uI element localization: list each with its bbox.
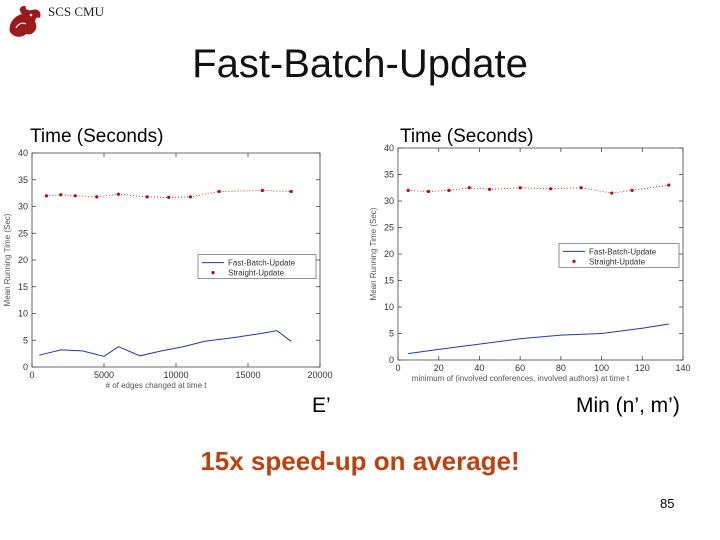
data-point-straight-update [549,187,553,191]
legend-swatch-straight [572,259,576,263]
data-point-straight-update [188,195,192,199]
x-axis-label: minimum of (involved conferences, involv… [412,374,630,383]
data-point-straight-update [610,191,614,195]
data-point-straight-update [579,186,583,190]
legend-label: Fast-Batch-Update [589,247,657,256]
chart1-slide-ylabel: Time (Seconds) [30,126,164,147]
data-point-straight-update [44,194,49,198]
data-point-straight-update [488,187,492,191]
x-tick-label: 80 [556,363,566,373]
data-point-straight-update [116,192,120,196]
legend-label: Fast-Batch-Update [228,259,296,268]
data-point-straight-update [447,188,451,192]
y-axis-label: Mean Running Time (Sec) [3,213,12,306]
data-point-straight-update [630,188,634,192]
speedup-highlight: 15x speed-up on average! [200,446,520,476]
data-point-straight-update [73,194,77,198]
x-tick-label: 0 [29,370,34,380]
y-tick-label: 15 [18,282,28,292]
series-line-straight-update [408,184,669,194]
x-tick-label: 60 [515,363,525,373]
x-axis-label: # of edges changed at time t [106,381,208,390]
data-point-straight-update [217,189,221,194]
y-tick-label: 10 [384,302,394,312]
y-tick-label: 25 [384,223,394,233]
legend-label: Straight-Update [228,269,285,278]
y-axis-label: Mean Running Time (Sec) [369,207,378,300]
chart2-slide-xlabel: Min (n’, m’) [576,394,680,417]
y-tick-label: 0 [389,355,394,365]
legend-box [558,243,680,268]
x-tick-label: 40 [474,363,484,373]
x-tick-label: 0 [395,363,400,373]
y-tick-label: 10 [18,309,28,319]
data-point-straight-update [145,195,149,199]
series-line-straight-update [46,190,292,198]
y-tick-label: 15 [384,276,394,286]
data-point-straight-update [667,183,671,187]
y-tick-label: 40 [384,143,394,153]
legend-label: Straight-Update [589,257,646,266]
x-tick-label: 20000 [307,370,332,380]
x-tick-label: 20 [434,363,444,373]
y-tick-label: 5 [389,329,394,339]
slide-title: Fast-Batch-Update [192,42,528,86]
x-tick-label: 100 [594,363,609,373]
data-point-straight-update [59,193,63,197]
y-tick-label: 30 [384,196,394,206]
series-line-fast-batch-update [408,323,669,355]
page-number: 85 [660,496,675,511]
chart2-slide-ylabel: Time (Seconds) [400,126,534,147]
y-tick-label: 30 [18,202,28,212]
data-point-straight-update [406,188,410,192]
y-tick-label: 20 [384,249,394,259]
legend-swatch-straight [211,271,215,275]
data-point-straight-update [518,186,522,190]
data-point-straight-update [167,195,171,200]
y-tick-label: 40 [18,148,28,158]
y-tick-label: 35 [18,175,28,185]
chart1-slide-xlabel: E’ [312,394,331,417]
y-tick-label: 20 [18,255,28,265]
series-line-fast-batch-update [39,330,292,357]
y-tick-label: 0 [23,362,28,372]
x-tick-label: 15000 [235,370,260,380]
legend-box [197,254,317,279]
data-point-straight-update [467,186,471,190]
x-tick-label: 140 [675,363,690,373]
data-point-straight-update [95,195,99,199]
x-tick-label: 5000 [94,370,114,380]
org-label: SCS CMU [48,4,104,19]
scs-logo [9,5,41,37]
data-point-straight-update [289,189,293,194]
y-tick-label: 5 [23,335,28,345]
y-tick-label: 35 [384,170,394,180]
x-tick-label: 10000 [163,370,188,380]
data-point-straight-update [260,188,264,193]
y-tick-label: 25 [18,228,28,238]
x-tick-label: 120 [635,363,650,373]
data-point-straight-update [426,189,431,194]
